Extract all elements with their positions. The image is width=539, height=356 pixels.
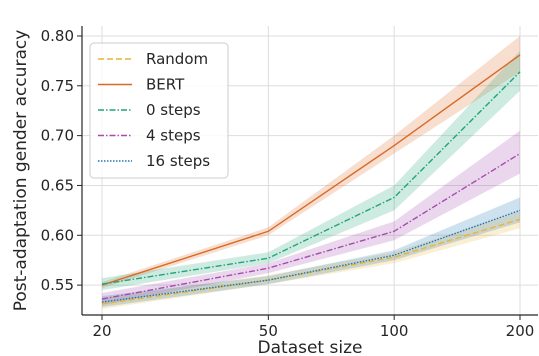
x-tick-label-1: 50 bbox=[259, 322, 278, 340]
series-line-3 bbox=[101, 152, 521, 300]
axes bbox=[81, 26, 538, 316]
x-tick-label-3: 200 bbox=[506, 322, 535, 340]
x-axis-label: Dataset size bbox=[258, 338, 363, 356]
y-tick-label-0: 0.55 bbox=[41, 276, 74, 294]
y-tick-label-5: 0.80 bbox=[41, 27, 74, 45]
legend: Random BERT 0 steps 4 steps 16 steps bbox=[89, 42, 229, 179]
tick-labels: 20 50 100 200 0.55 0.60 0.65 0.70 0.75 0.80 bbox=[41, 27, 535, 340]
legend-box bbox=[89, 42, 229, 179]
band-0 bbox=[102, 211, 520, 310]
x-tick-label-2: 100 bbox=[380, 322, 409, 340]
legend-label-3: 4 steps bbox=[146, 127, 201, 145]
legend-label-4: 16 steps bbox=[146, 152, 210, 170]
band-3 bbox=[102, 130, 520, 306]
series-line-4 bbox=[101, 209, 521, 303]
series-line-1 bbox=[101, 54, 521, 286]
y-tick-label-1: 0.60 bbox=[41, 226, 74, 244]
x-tick-label-0: 20 bbox=[92, 322, 111, 340]
legend-label-0: Random bbox=[146, 50, 208, 68]
band-2 bbox=[102, 50, 520, 291]
y-tick-label-3: 0.70 bbox=[41, 127, 74, 145]
series-line-0 bbox=[101, 218, 521, 305]
y-tick-label-4: 0.75 bbox=[41, 77, 74, 95]
grid bbox=[82, 26, 538, 315]
y-tick-label-2: 0.65 bbox=[41, 176, 74, 194]
series-line-2 bbox=[101, 71, 521, 285]
series-lines bbox=[101, 54, 521, 305]
legend-label-1: BERT bbox=[146, 76, 185, 94]
legend-label-2: 0 steps bbox=[146, 101, 201, 119]
y-axis-label: Post-adaptation gender accuracy bbox=[11, 30, 31, 312]
